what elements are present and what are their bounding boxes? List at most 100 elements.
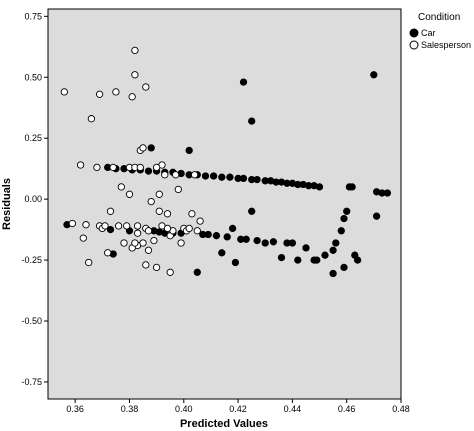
car-point: [228, 224, 237, 233]
legend-salesperson-marker: [409, 40, 419, 50]
x-tick-label: 0.42: [229, 404, 247, 414]
car-point: [185, 146, 193, 155]
car-point: [329, 246, 337, 254]
salesperson-point: [152, 263, 161, 272]
salesperson-point: [106, 207, 115, 215]
plot-area: [47, 8, 402, 400]
salesperson-point: [142, 261, 150, 269]
salesperson-point: [152, 163, 161, 172]
y-tick-label: -0.50: [21, 316, 42, 326]
salesperson-point: [131, 46, 139, 55]
salesperson-point: [163, 224, 172, 233]
x-axis-title: Predicted Values: [180, 418, 268, 430]
car-point: [277, 253, 286, 262]
car-point: [329, 269, 337, 278]
salesperson-point: [196, 217, 204, 225]
car-point: [253, 175, 261, 184]
car-point: [204, 230, 212, 239]
salesperson-point: [144, 246, 153, 254]
car-point: [218, 173, 226, 181]
salesperson-point: [133, 229, 142, 237]
car-point: [201, 172, 210, 180]
car-point: [231, 258, 240, 267]
y-tick-label: 0.25: [24, 133, 42, 143]
salesperson-point: [177, 239, 185, 247]
salesperson-point: [123, 222, 131, 230]
salesperson-point: [150, 236, 158, 245]
salesperson-point: [76, 161, 85, 169]
salesperson-point: [144, 227, 153, 235]
salesperson-point: [128, 93, 136, 101]
x-tick-label: 0.44: [284, 404, 302, 414]
x-tick-label: 0.48: [392, 404, 410, 414]
salesperson-point: [147, 197, 155, 206]
car-point: [239, 78, 248, 86]
car-point: [212, 232, 221, 240]
car-point: [147, 144, 155, 152]
y-tick-label: 0.75: [24, 11, 42, 21]
car-point: [144, 167, 153, 175]
salesperson-point: [112, 88, 120, 96]
salesperson-point: [139, 239, 147, 247]
salesperson-point: [114, 222, 123, 230]
salesperson-point: [142, 83, 150, 91]
data-points: [60, 46, 392, 278]
car-point: [315, 183, 324, 191]
car-point: [321, 251, 329, 259]
car-point: [313, 256, 321, 264]
salesperson-point: [171, 171, 180, 179]
y-tick-label: 0.00: [24, 194, 42, 204]
car-point: [383, 189, 392, 197]
car-point: [348, 183, 356, 191]
salesperson-point: [82, 221, 90, 229]
salesperson-point: [131, 239, 139, 247]
salesperson-point: [190, 171, 199, 179]
salesperson-point: [161, 171, 169, 179]
x-tick-label: 0.40: [175, 404, 193, 414]
salesperson-point: [133, 222, 142, 230]
salesperson-point: [85, 258, 93, 267]
salesperson-point: [131, 71, 139, 79]
car-point: [269, 238, 278, 246]
salesperson-point: [185, 224, 193, 233]
legend-car-marker: [409, 28, 419, 38]
y-tick-label: 0.50: [24, 72, 42, 82]
salesperson-point: [109, 163, 117, 172]
salesperson-point: [193, 227, 201, 235]
legend-car-label: Car: [421, 28, 436, 38]
car-point: [343, 207, 351, 215]
salesperson-point: [136, 163, 144, 172]
car-point: [353, 256, 362, 264]
salesperson-point: [68, 219, 77, 228]
car-point: [226, 173, 234, 181]
salesperson-point: [104, 249, 112, 257]
car-point: [294, 256, 302, 264]
car-point: [209, 172, 218, 180]
salesperson-point: [120, 239, 128, 247]
car-point: [239, 174, 248, 183]
salesperson-point: [79, 234, 87, 242]
y-axis: 0.75 0.50 0.25 0.00 -0.25 -0.50 -0.75: [21, 11, 48, 387]
salesperson-point: [155, 190, 163, 198]
car-point: [253, 236, 261, 245]
salesperson-point: [163, 210, 172, 218]
salesperson-point: [93, 163, 101, 172]
car-point: [248, 117, 256, 125]
car-point: [372, 212, 381, 220]
legend-title: Condition: [418, 12, 460, 23]
car-point: [248, 207, 256, 215]
car-point: [302, 244, 310, 252]
legend-salesperson-label: Salesperson: [421, 40, 471, 50]
legend: Condition Car Salesperson: [409, 12, 471, 50]
car-point: [288, 239, 297, 247]
car-point: [218, 249, 226, 257]
x-axis: 0.36 0.38 0.40 0.42 0.44 0.46 0.48: [66, 399, 410, 414]
salesperson-point: [155, 207, 163, 215]
car-point: [261, 239, 269, 247]
car-point: [332, 239, 340, 247]
car-point: [337, 227, 345, 235]
salesperson-point: [125, 190, 134, 198]
salesperson-point: [101, 222, 109, 230]
x-tick-label: 0.46: [338, 404, 356, 414]
